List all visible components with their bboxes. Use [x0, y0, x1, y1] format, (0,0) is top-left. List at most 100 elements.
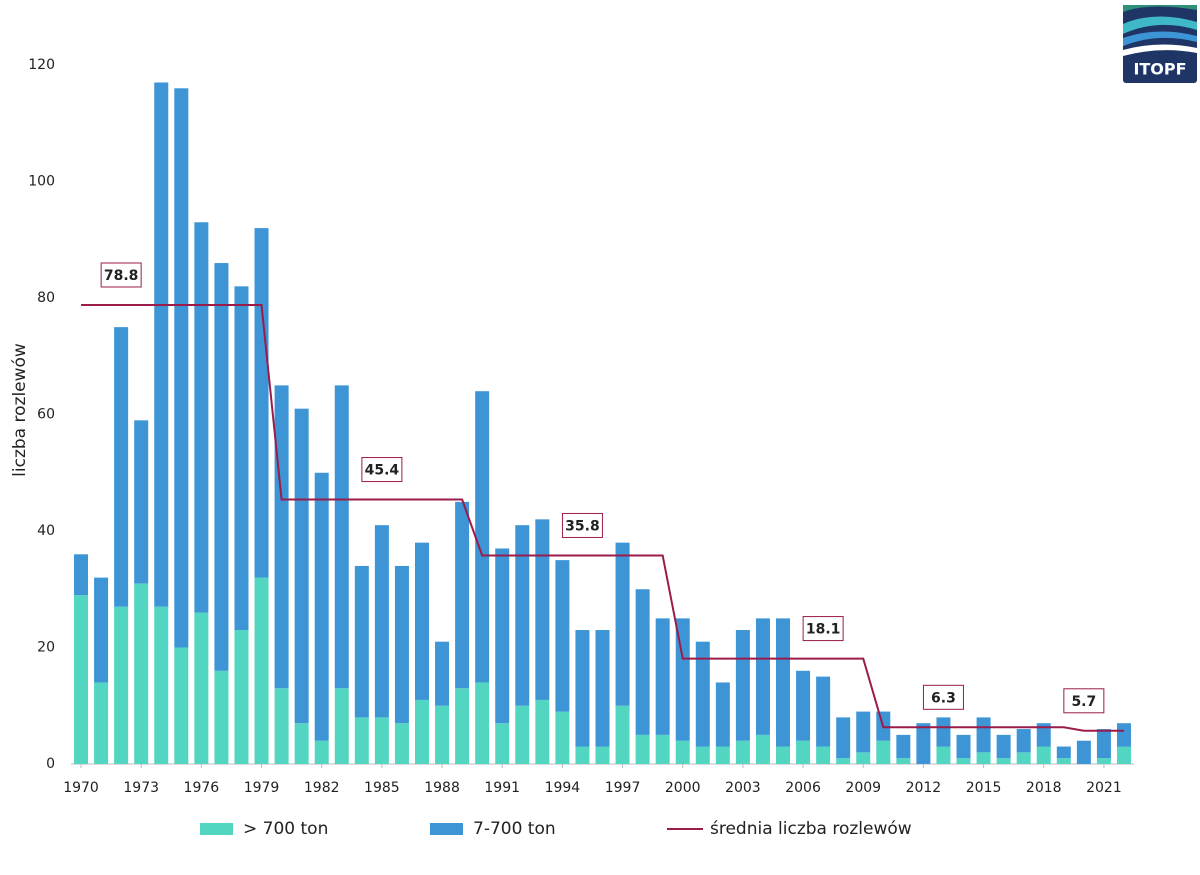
bar: [635, 734, 650, 764]
logo-text: ITOPF: [1133, 60, 1186, 79]
bar: [956, 758, 971, 764]
bar: [936, 746, 951, 764]
bar: [94, 577, 109, 683]
bar: [475, 682, 490, 764]
bar: [735, 740, 750, 764]
x-tick-label: 1973: [123, 780, 159, 796]
value-label-box: [922, 684, 964, 710]
bar: [715, 682, 730, 747]
bar: [214, 263, 229, 671]
bar: [715, 746, 730, 764]
bar: [1036, 746, 1051, 764]
bar: [1016, 729, 1031, 753]
bar: [334, 385, 349, 689]
bar: [816, 746, 831, 764]
bar: [435, 705, 450, 764]
bar: [194, 612, 209, 764]
bar: [836, 717, 851, 759]
logo-wave: [1123, 31, 1197, 46]
bar: [455, 501, 470, 689]
value-label: 35.8: [561, 512, 603, 538]
bar: [354, 565, 369, 718]
average-line: [81, 303, 1124, 732]
bar: [1056, 746, 1071, 759]
y-tick-label: 120: [28, 57, 55, 73]
bar: [555, 711, 570, 764]
value-label: 45.4: [361, 457, 403, 483]
bar: [1036, 723, 1051, 747]
bar: [495, 548, 510, 724]
bar: [314, 740, 329, 764]
bar: [74, 595, 89, 764]
bar: [294, 408, 309, 724]
bar: [856, 711, 871, 753]
bar: [535, 519, 550, 700]
value-label-text: 78.8: [104, 268, 139, 284]
bar: [735, 630, 750, 741]
bar: [655, 734, 670, 764]
bar: [1056, 758, 1071, 764]
bar: [1096, 758, 1111, 764]
value-label-text: 45.4: [365, 463, 400, 479]
bar: [1096, 729, 1111, 759]
bar: [535, 699, 550, 764]
x-tick-label: 1991: [484, 780, 520, 796]
bar: [475, 391, 490, 683]
bar: [675, 618, 690, 741]
bar: [234, 286, 249, 631]
bar: [796, 670, 811, 741]
value-label: 6.3: [922, 684, 964, 710]
bar: [214, 670, 229, 764]
bar: [154, 606, 169, 764]
bar: [374, 525, 389, 718]
x-tick-label: 2003: [725, 780, 761, 796]
bar: [414, 542, 429, 700]
bar: [154, 82, 169, 607]
bar: [274, 385, 289, 689]
legend-swatch: [200, 823, 233, 835]
x-tick-label: 2015: [966, 780, 1002, 796]
bar: [776, 618, 791, 747]
value-label: 5.7: [1063, 688, 1105, 714]
bar: [996, 758, 1011, 764]
bar: [555, 560, 570, 712]
y-axis-label: liczba rozlewów: [10, 343, 30, 477]
x-tick-label: 1985: [364, 780, 400, 796]
bar: [916, 723, 931, 764]
legend-label: > 700 ton: [243, 819, 328, 839]
bar: [254, 577, 269, 764]
value-label: 18.1: [802, 616, 844, 642]
value-label-box: [1063, 688, 1105, 714]
bar: [615, 705, 630, 764]
bar: [575, 630, 590, 747]
x-tick-label: 1994: [545, 780, 581, 796]
bar: [755, 734, 770, 764]
bar: [334, 688, 349, 764]
bar: [455, 688, 470, 764]
y-tick-label: 0: [46, 756, 55, 772]
bar: [515, 705, 530, 764]
bar: [354, 717, 369, 764]
bar: [515, 525, 530, 706]
bar: [976, 752, 991, 764]
bar: [575, 746, 590, 764]
bar: [194, 222, 209, 613]
bar: [876, 740, 891, 764]
bar: [896, 758, 911, 764]
bar: [956, 734, 971, 759]
bar: [936, 717, 951, 747]
bar: [695, 746, 710, 764]
value-label-box: [100, 262, 142, 288]
bar: [755, 618, 770, 735]
x-tick-label: 1982: [304, 780, 340, 796]
bar: [394, 723, 409, 764]
value-label-box: [802, 616, 844, 642]
value-label-text: 35.8: [565, 518, 600, 534]
bar: [675, 740, 690, 764]
logo: ITOPF: [1123, 5, 1197, 83]
bar: [374, 717, 389, 764]
x-tick-label: 2006: [785, 780, 821, 796]
bar: [114, 327, 129, 607]
bar: [394, 565, 409, 724]
